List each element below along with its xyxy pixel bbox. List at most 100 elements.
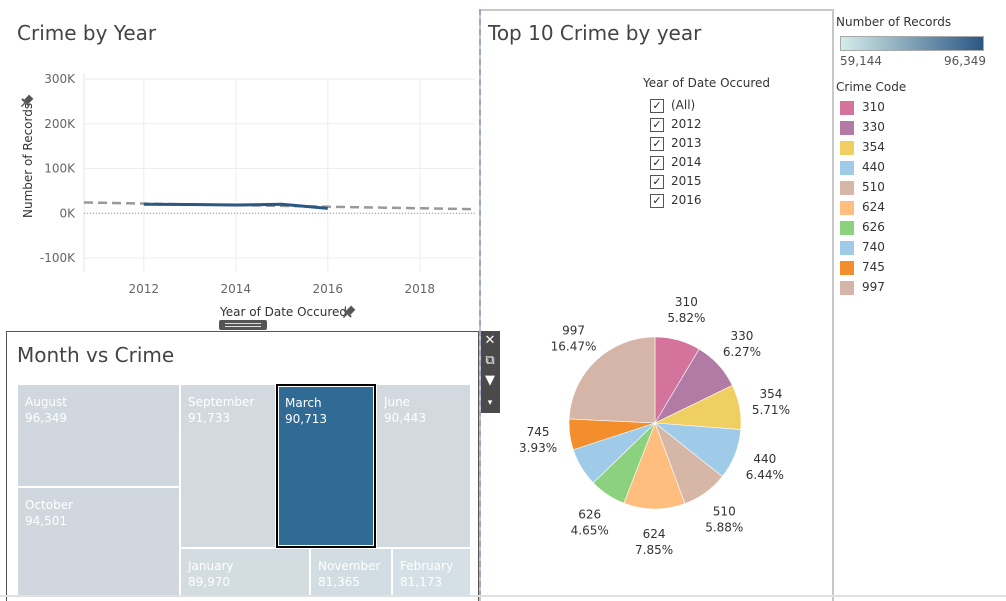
treemap-cell-label: August	[25, 395, 67, 409]
checkbox-icon[interactable]: ✓	[650, 156, 664, 170]
checkbox-icon[interactable]: ✓	[650, 175, 664, 189]
checkbox-icon[interactable]: ✓	[650, 194, 664, 208]
pie-chart: 310 5.82% 330 6.27% 354 5.71% 440 6.44% 510 5.88%…	[519, 295, 790, 557]
pie-label-percent: 5.71%	[752, 403, 790, 417]
y-tick-label: 100K	[44, 162, 76, 176]
color-legend-title: Number of Records	[836, 15, 952, 29]
close-icon[interactable]: ✕	[484, 333, 496, 348]
open-external-icon[interactable]: ⧉	[485, 353, 495, 368]
pie-slice-624[interactable]	[623, 422, 686, 510]
treemap-title: Month vs Crime	[17, 343, 175, 367]
treemap-cell-label: January	[188, 559, 234, 573]
legend-swatch	[840, 281, 854, 295]
color-legend-min: 59,144	[840, 54, 882, 68]
treemap-cell-november[interactable]: November 81,365	[310, 548, 392, 597]
sheet-toolbar: ✕ ⧉ ▼ ▾	[480, 331, 500, 413]
trend-line	[83, 201, 476, 211]
x-tick-label: 2012	[129, 282, 160, 296]
pie-label-percent: 16.47%	[551, 340, 597, 354]
bottom-edge	[0, 595, 1006, 597]
treemap-cell-label: March	[285, 396, 322, 410]
treemap-cell-june[interactable]: June 90,443	[376, 384, 471, 548]
year-filter-option-label: (All)	[671, 98, 696, 112]
y-tick-label: -100K	[40, 251, 76, 265]
treemap-cell-october[interactable]: October 94,501	[17, 487, 180, 597]
treemap-cell-label: February	[400, 559, 454, 573]
legend-swatch	[840, 261, 854, 275]
code-legend: 310 330 354 440 510 624 626 740 745 997	[840, 100, 1000, 300]
legend-label: 624	[862, 200, 885, 214]
series-line[interactable]	[143, 202, 328, 210]
treemap-cell-march[interactable]: March 90,713	[276, 384, 376, 548]
panel-resize-handle[interactable]	[219, 320, 267, 330]
pie-label-percent: 5.82%	[667, 311, 705, 325]
pie-label-percent: 6.27%	[723, 345, 761, 359]
pie-label-percent: 7.85%	[635, 543, 673, 557]
checkbox-icon[interactable]: ✓	[650, 137, 664, 151]
pin-icon[interactable]	[18, 93, 35, 110]
legend-swatch	[840, 101, 854, 115]
pie-label-code: 997	[562, 324, 585, 338]
y-tick-label: 300K	[44, 72, 76, 86]
treemap-cell-label: June	[384, 395, 411, 409]
year-filter-option-label: 2012	[671, 117, 702, 131]
pin-icon[interactable]	[340, 304, 357, 321]
legend-label: 740	[862, 240, 885, 254]
legend-label: 354	[862, 140, 885, 154]
pie-label-percent: 3.93%	[519, 441, 557, 455]
treemap-cell-label: September	[188, 395, 255, 409]
checkbox-icon[interactable]: ✓	[650, 118, 664, 132]
legend-label: 310	[862, 100, 885, 114]
line-chart-marks	[83, 201, 476, 211]
pie-label-code: 310	[675, 295, 698, 309]
pie-label-code: 510	[713, 505, 736, 519]
pie-chart-title: Top 10 Crime by year	[488, 21, 702, 45]
legend-swatch	[840, 201, 854, 215]
pie-label-percent: 5.88%	[705, 521, 743, 535]
line-chart-y-ticks: 300K 200K 100K 0K -100K	[40, 72, 76, 265]
treemap-cell-august[interactable]: August 96,349	[17, 384, 180, 487]
pie-label-code: 624	[643, 527, 666, 541]
line-chart-grid	[83, 73, 475, 272]
treemap-cell-value: 91,733	[188, 411, 230, 425]
treemap-cell-label: November	[318, 559, 381, 573]
legend-swatch	[840, 121, 854, 135]
treemap-cell-value: 89,970	[188, 575, 230, 589]
legend-label: 330	[862, 120, 885, 134]
treemap-cell-january[interactable]: January 89,970	[180, 548, 310, 597]
treemap-cell-september[interactable]: September 91,733	[180, 384, 276, 548]
pie-label-code: 330	[730, 329, 753, 343]
legend-swatch	[840, 241, 854, 255]
dropdown-icon[interactable]: ▾	[487, 398, 493, 408]
x-tick-label: 2014	[221, 282, 252, 296]
year-filter-title: Year of Date Occured	[643, 76, 771, 90]
x-tick-label: 2016	[313, 282, 344, 296]
treemap-cell-value: 90,443	[384, 411, 426, 425]
year-filter-option-label: 2013	[671, 136, 702, 150]
line-chart: 300K 200K 100K 0K -100K 2012 2014 2016 2018 Num…	[18, 72, 476, 321]
y-tick-label: 0K	[59, 206, 76, 220]
pie-label-code: 354	[759, 387, 782, 401]
legend-swatch	[840, 181, 854, 195]
treemap-cell-label: October	[25, 498, 74, 512]
pie-panel-left-dashed	[479, 9, 481, 597]
treemap-chart: August 96,349 October 94,501 September 91,733…	[17, 384, 471, 597]
treemap-cell-february[interactable]: February 81,173	[392, 548, 471, 597]
pie-slice-997[interactable]	[568, 336, 656, 424]
line-chart-xlabel[interactable]: Year of Date Occured	[219, 305, 347, 319]
year-filter-option-label: 2014	[671, 155, 702, 169]
code-legend-title: Crime Code	[836, 80, 907, 94]
pie-label-percent: 4.65%	[571, 523, 609, 537]
checkbox-icon[interactable]: ✓	[650, 99, 664, 113]
filter-icon[interactable]: ▼	[485, 373, 495, 388]
legend-swatch	[840, 161, 854, 175]
treemap-cell-value: 90,713	[285, 412, 327, 426]
x-tick-label: 2018	[405, 282, 436, 296]
year-filter-option-label: 2016	[671, 193, 702, 207]
color-legend-gradient	[840, 36, 984, 51]
legend-label: 745	[862, 260, 885, 274]
legend-label: 626	[862, 220, 885, 234]
line-chart-x-ticks: 2012 2014 2016 2018	[129, 282, 436, 296]
pie-label-percent: 6.44%	[746, 468, 784, 482]
legend-label: 510	[862, 180, 885, 194]
